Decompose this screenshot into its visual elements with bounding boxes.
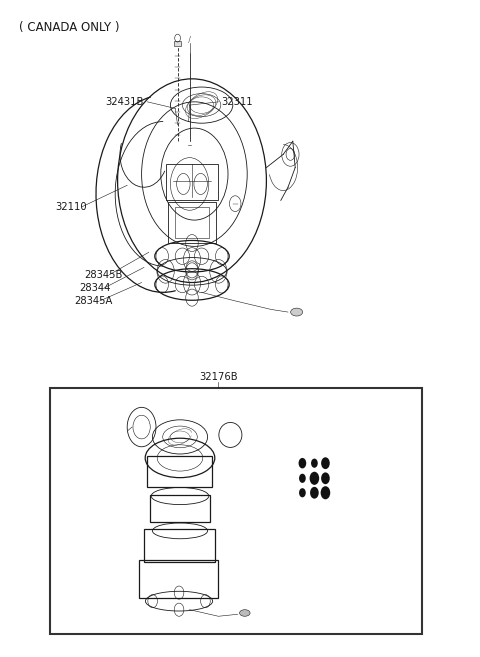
- Bar: [150, 495, 210, 522]
- Text: ( CANADA ONLY ): ( CANADA ONLY ): [19, 21, 120, 34]
- Text: 28345B: 28345B: [84, 269, 122, 280]
- Circle shape: [299, 458, 306, 468]
- Text: 28344: 28344: [79, 283, 110, 293]
- Text: 32176B: 32176B: [199, 372, 238, 382]
- Bar: [50, 388, 422, 634]
- Circle shape: [310, 487, 319, 499]
- Circle shape: [299, 474, 306, 483]
- Text: 32431B: 32431B: [106, 97, 144, 107]
- Bar: [174, 41, 181, 46]
- Bar: [139, 560, 218, 598]
- Text: 32311: 32311: [221, 97, 252, 107]
- Text: 32110: 32110: [55, 202, 87, 212]
- Circle shape: [321, 486, 330, 499]
- Bar: [175, 207, 209, 238]
- Circle shape: [310, 472, 319, 485]
- Bar: [144, 529, 215, 562]
- Text: 28345A: 28345A: [74, 296, 113, 306]
- Ellipse shape: [240, 610, 250, 616]
- Ellipse shape: [291, 308, 303, 316]
- Circle shape: [321, 472, 330, 484]
- Bar: [166, 164, 218, 200]
- Circle shape: [299, 488, 306, 497]
- Bar: [147, 456, 212, 487]
- Circle shape: [311, 459, 318, 468]
- Bar: [168, 202, 216, 243]
- Circle shape: [321, 457, 330, 469]
